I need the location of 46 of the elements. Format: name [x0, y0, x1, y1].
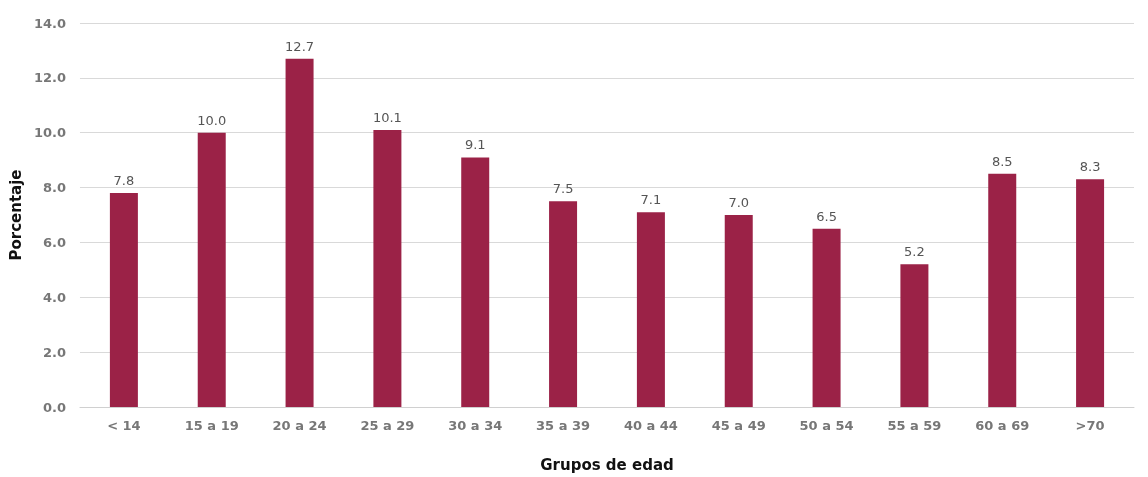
bar	[549, 201, 578, 407]
y-tick-label: 14.0	[33, 15, 66, 31]
bar	[373, 129, 402, 407]
bar	[988, 173, 1017, 407]
data-label: 7.8	[113, 173, 135, 189]
x-tick-label: 55 a 59	[887, 418, 942, 433]
x-tick-label: 30 a 34	[448, 418, 503, 433]
x-tick-label: 15 a 19	[184, 418, 239, 433]
y-tick-label: 0.0	[42, 399, 66, 415]
data-label: 9.1	[464, 137, 486, 153]
data-label: 7.5	[552, 181, 574, 197]
data-label: 12.7	[285, 38, 315, 54]
x-tick-label: 60 a 69	[975, 418, 1030, 433]
x-tick-label: 40 a 44	[623, 418, 678, 433]
y-tick-label: 10.0	[33, 125, 66, 141]
bar	[285, 58, 314, 407]
bar	[1076, 179, 1105, 407]
data-label: 7.0	[728, 195, 750, 210]
data-label: 10.0	[197, 112, 227, 128]
x-axis-title: Grupos de edad	[540, 455, 674, 474]
x-tick-label: 50 a 54	[799, 418, 854, 433]
x-tick-label: 20 a 24	[272, 418, 327, 433]
bar	[461, 157, 490, 407]
data-label: 5.2	[904, 244, 925, 260]
data-label: 8.3	[1079, 159, 1101, 175]
y-tick-label: 4.0	[42, 289, 66, 305]
data-label: 8.5	[991, 153, 1013, 169]
y-axis-title: Porcentaje	[6, 169, 25, 261]
bar	[636, 212, 665, 407]
x-tick-label: >70	[1075, 418, 1105, 433]
data-label: 6.5	[816, 208, 837, 224]
x-tick-label: < 14	[107, 418, 141, 433]
y-tick-label: 8.0	[42, 180, 66, 196]
y-tick-label: 6.0	[42, 234, 66, 250]
bar	[900, 264, 929, 407]
data-label: 7.1	[640, 192, 662, 208]
data-label: 10.1	[372, 109, 402, 125]
x-tick-label: 35 a 39	[536, 418, 591, 433]
bar	[197, 132, 226, 407]
bar	[812, 228, 841, 407]
bar	[724, 215, 753, 407]
x-tick-label: 45 a 49	[711, 418, 766, 433]
y-tick-label: 2.0	[42, 344, 66, 360]
bar	[109, 193, 138, 407]
x-tick-label: 25 a 29	[360, 418, 415, 433]
y-tick-label: 12.0	[33, 70, 66, 86]
